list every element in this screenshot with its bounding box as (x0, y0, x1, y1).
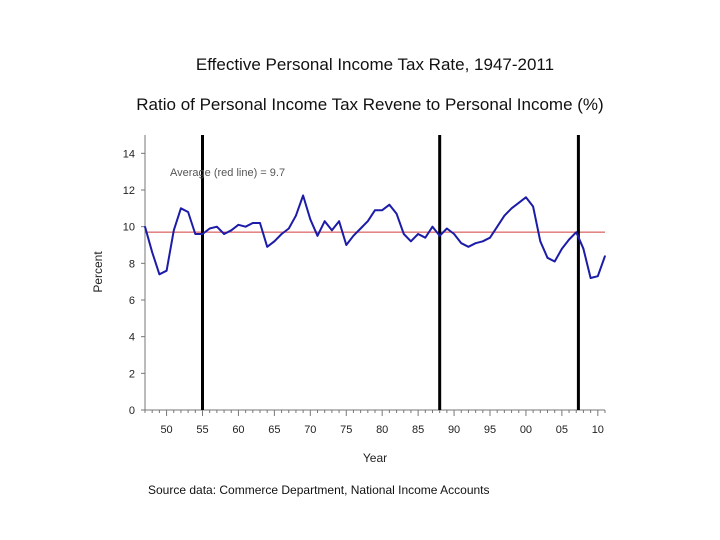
data-point (273, 240, 276, 243)
data-point (467, 246, 470, 248)
data-point (165, 269, 168, 272)
y-tick-label: 0 (129, 405, 135, 417)
data-point (201, 233, 204, 235)
data-point (575, 231, 578, 233)
data-point (489, 236, 491, 239)
data-point (151, 251, 153, 254)
data-point (561, 247, 563, 250)
data-point (172, 229, 175, 232)
x-tick-label: 75 (340, 424, 352, 436)
x-tick-label: 95 (484, 424, 496, 436)
data-point (525, 196, 527, 199)
data-point (302, 194, 304, 197)
data-point (244, 225, 247, 228)
data-point (208, 227, 211, 230)
data-point (287, 227, 290, 230)
data-point (474, 242, 477, 244)
x-axis-label: Year (363, 451, 387, 465)
source-note: Source data: Commerce Department, Nation… (148, 483, 490, 497)
data-point (158, 273, 161, 276)
data-point (309, 218, 312, 221)
data-point (532, 205, 534, 208)
x-axis-ticks: 50 55 60 65 70 75 80 85 90 95 00 05 10 (144, 410, 606, 436)
data-point (252, 222, 254, 224)
data-point (597, 275, 599, 277)
x-tick-label: 85 (412, 424, 424, 436)
data-point (180, 207, 182, 210)
series-group (144, 194, 606, 279)
data-point (539, 240, 542, 243)
data-point (266, 246, 268, 248)
data-point (503, 214, 506, 217)
data-point (237, 224, 240, 226)
data-point (345, 244, 348, 246)
data-point (453, 233, 455, 235)
data-point (374, 209, 376, 211)
data-point (546, 257, 549, 259)
y-tick-label: 12 (123, 185, 135, 197)
data-point (517, 202, 520, 204)
data-point (446, 227, 448, 230)
y-tick-label: 4 (129, 332, 135, 344)
data-point (367, 220, 369, 222)
x-tick-label: 05 (556, 424, 568, 436)
data-point (259, 222, 261, 224)
data-point (280, 233, 283, 235)
data-point (187, 211, 189, 213)
data-point (352, 235, 355, 237)
y-tick-label: 8 (129, 258, 135, 270)
x-tick-label: 55 (196, 424, 208, 436)
y-axis-ticks: 0 2 4 6 8 10 12 14 (123, 148, 145, 417)
data-point (417, 233, 419, 235)
data-point (230, 229, 233, 232)
series-line (144, 194, 606, 279)
data-point (589, 277, 592, 279)
data-point (402, 233, 405, 235)
data-point (388, 203, 391, 206)
data-point (359, 227, 362, 230)
x-tick-label: 80 (376, 424, 388, 436)
y-tick-label: 2 (129, 368, 135, 380)
x-tick-label: 00 (520, 424, 532, 436)
data-point (431, 225, 434, 228)
data-point (496, 225, 498, 228)
data-point (553, 260, 556, 263)
y-axis-label: Percent (91, 251, 105, 293)
data-point (223, 233, 225, 235)
y-tick-label: 14 (123, 148, 135, 160)
data-point (438, 235, 441, 237)
data-point (395, 213, 398, 215)
x-tick-label: 50 (160, 424, 172, 436)
data-point (316, 235, 319, 237)
data-point (144, 225, 146, 228)
data-point (410, 240, 412, 243)
x-tick-label: 70 (304, 424, 316, 436)
y-tick-label: 6 (129, 295, 135, 307)
chart-subtitle: Ratio of Personal Income Tax Revene to P… (136, 95, 603, 114)
data-point (482, 240, 484, 243)
data-point (194, 233, 197, 235)
data-point (424, 236, 427, 239)
x-tick-label: 60 (232, 424, 244, 436)
vertical-lines (201, 135, 580, 410)
data-point (582, 247, 585, 250)
data-point (323, 220, 326, 222)
data-point (338, 220, 340, 222)
data-point (568, 238, 570, 241)
x-tick-label: 65 (268, 424, 280, 436)
data-point (510, 207, 513, 210)
data-point (331, 229, 333, 232)
y-tick-label: 10 (123, 222, 135, 234)
chart-title: Effective Personal Income Tax Rate, 1947… (196, 55, 554, 74)
data-point (604, 255, 606, 257)
data-point (216, 225, 218, 228)
x-tick-label: 10 (592, 424, 604, 436)
data-point (460, 242, 463, 244)
x-tick-label: 90 (448, 424, 460, 436)
data-point (381, 209, 383, 211)
data-point (295, 214, 297, 217)
average-annotation: Average (red line) = 9.7 (170, 167, 285, 179)
